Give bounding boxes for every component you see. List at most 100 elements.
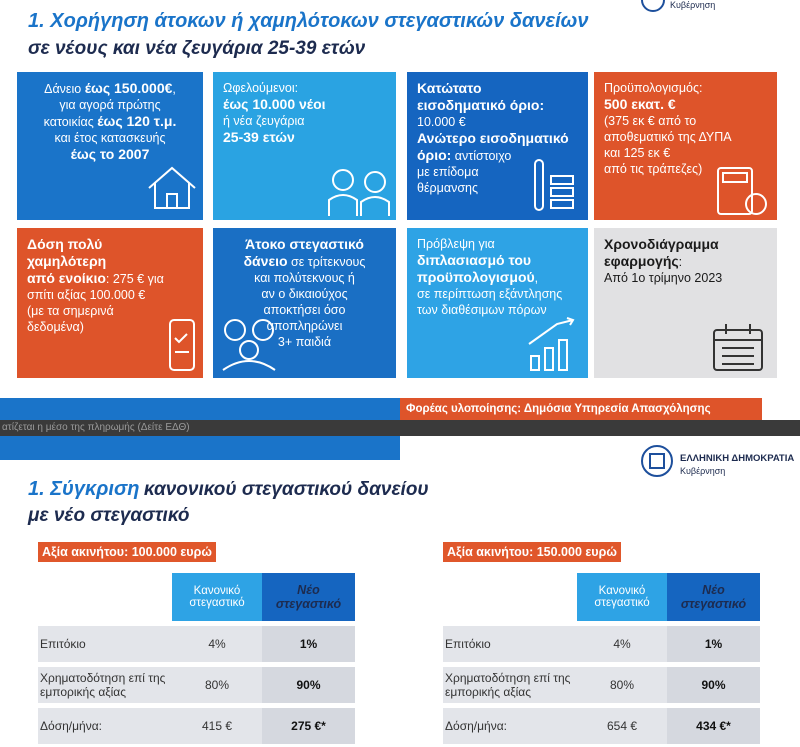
tile-line: 500 εκατ. € xyxy=(604,96,767,113)
info-tile: Προϋπολογισμός: 500 εκατ. € (375 εκ € από … xyxy=(594,72,777,220)
tile-line: Από 1ο τρίμηνο 2023 xyxy=(604,270,767,286)
tile-line: Άτοκο στεγαστικό xyxy=(223,236,386,253)
cell: 80% xyxy=(172,667,262,703)
text: , xyxy=(534,271,539,285)
bold-text: Κατώτατο xyxy=(417,80,482,96)
cell: 1% xyxy=(262,626,355,662)
empty-header xyxy=(443,573,577,621)
info-tile: Δάνειο έως 150.000€, για αγορά πρώτης κατο… xyxy=(17,72,203,220)
text: από τις τράπεζες) xyxy=(604,162,703,176)
tile-line: σε περίπτωση εξάντλησης xyxy=(417,286,578,302)
logo-emblem xyxy=(641,445,673,477)
cell: 1% xyxy=(667,626,760,662)
tile-line: ή νέα ζευγάρια xyxy=(223,113,386,129)
row-label: Δόση/μήνα: xyxy=(443,708,577,744)
row-label: Χρηματοδότηση επί της εμπορικής αξίας xyxy=(38,667,172,703)
tile-line: Κατώτατο xyxy=(417,80,578,97)
text: αποκτήσει όσο xyxy=(263,303,346,317)
tile-line: δάνειο σε τρίτεκνους xyxy=(223,253,386,270)
bold-text: Χρονοδιάγραμμα xyxy=(604,236,719,252)
text: αποθεματικό της ΔΥΠΑ xyxy=(604,130,732,144)
column-header: Κανονικό στεγαστικό xyxy=(577,573,667,621)
text: : xyxy=(678,255,683,269)
people-icon xyxy=(328,169,390,216)
table-row: Δόση/μήνα: 415 €275 €* xyxy=(38,708,355,744)
tile-line: Δάνειο έως 150.000€, xyxy=(27,80,193,97)
text: σε περίπτωση εξάντλησης xyxy=(417,287,563,301)
text: κατοικίας xyxy=(43,115,98,129)
tile-line: χαμηλότερη xyxy=(27,253,193,270)
tile-line: και έτος κατασκευής xyxy=(27,130,193,146)
slide-1-title: 1. Χορήγηση άτοκων ή χαμηλότοκων στεγαστ… xyxy=(28,10,589,32)
bold-text: Άτοκο στεγαστικό xyxy=(245,236,364,252)
text: σπίτι αξίας 100.000 € xyxy=(27,288,146,302)
bold-text: εισοδηματικό όριο: xyxy=(417,97,545,113)
text: και πολύτεκνους ή xyxy=(254,271,355,285)
header-row: Κανονικό στεγαστικό Νέο στεγαστικό xyxy=(38,573,355,621)
empty-header xyxy=(38,573,172,621)
thermometer-icon xyxy=(534,159,574,211)
cell: 275 €* xyxy=(262,708,355,744)
cell: 4% xyxy=(172,626,262,662)
text: Προϋπολογισμός: xyxy=(604,81,703,95)
bold-text: από ενοίκιο xyxy=(27,270,106,286)
table-caption: Αξία ακινήτου: 100.000 ευρώ xyxy=(38,542,216,562)
row-label: Επιτόκιο xyxy=(443,626,577,662)
tile-line: 25-39 ετών xyxy=(223,129,386,146)
tile-line: αποθεματικό της ΔΥΠΑ xyxy=(604,129,767,145)
family-icon xyxy=(222,319,276,371)
info-tile: Χρονοδιάγραμμα εφαρμογής: Από 1ο τρίμηνο 2… xyxy=(594,228,777,378)
tile-line: Ανώτερο εισοδηματικό xyxy=(417,130,578,147)
cell: 80% xyxy=(577,667,667,703)
text: σε τρίτεκνους xyxy=(287,255,366,269)
text: ή νέα ζευγάρια xyxy=(223,114,305,128)
text: Ωφελούμενοι: xyxy=(223,81,299,95)
cell: 434 €* xyxy=(667,708,760,744)
logo-emblem xyxy=(641,0,665,12)
header-row: Κανονικό στεγαστικό Νέο στεγαστικό xyxy=(443,573,760,621)
bold-text: έως 150.000€ xyxy=(84,80,173,96)
text: Δάνειο xyxy=(44,82,85,96)
info-tile: Ωφελούμενοι: έως 10.000 νέοι ή νέα ζευγάρι… xyxy=(213,72,396,220)
tile-line: αποκτήσει όσο xyxy=(223,302,386,318)
tile-line: δεδομένα) xyxy=(27,319,193,335)
text: 3+ παιδιά xyxy=(277,335,332,349)
bold-text: Ανώτερο εισοδηματικό xyxy=(417,130,569,146)
text: για αγορά πρώτης xyxy=(59,98,161,112)
tile-line: εφαρμογής: xyxy=(604,253,767,270)
text: με επίδομα xyxy=(417,165,479,179)
tile-line: και 125 εκ € xyxy=(604,145,767,161)
tile-line: κατοικίας έως 120 τ.μ. xyxy=(27,113,193,130)
text: : 275 € για xyxy=(105,272,164,286)
bold-text: Δόση πολύ xyxy=(27,236,103,252)
text: αποπληρώνει xyxy=(266,319,343,333)
bold-text: εφαρμογής xyxy=(604,253,679,269)
bold-text: 25-39 ετών xyxy=(223,129,295,145)
text: θέρμανσης xyxy=(417,181,479,195)
text: δεδομένα) xyxy=(27,320,84,334)
text: αντίστοιχο xyxy=(451,149,512,163)
calendar-icon xyxy=(713,324,763,371)
text: και 125 εκ € xyxy=(604,146,671,160)
bold-text: 500 εκατ. € xyxy=(604,96,676,112)
tile-line: Ωφελούμενοι: xyxy=(223,80,386,96)
footer-text: Φορέας υλοποίησης: Δημόσια Υπηρεσία Απασ… xyxy=(400,398,762,420)
row-label: Επιτόκιο xyxy=(38,626,172,662)
comparison-table: Κανονικό στεγαστικό Νέο στεγαστικό Επιτόκι… xyxy=(443,568,760,747)
tile-line: από ενοίκιο: 275 € για xyxy=(27,270,193,287)
info-tile: Πρόβλεψη για διπλασιασμό του προϋπολογισμο… xyxy=(407,228,588,378)
tile-line: διπλασιασμό του xyxy=(417,252,578,269)
slide-1-subtitle: σε νέους και νέα ζευγάρια 25-39 ετών xyxy=(28,38,366,59)
text: Από 1ο τρίμηνο 2023 xyxy=(604,271,723,285)
text: αν ο δικαιούχος xyxy=(261,287,348,301)
slide-2-top-bar xyxy=(0,436,400,460)
text: (375 εκ € από το xyxy=(604,114,697,128)
tile-line: και πολύτεκνους ή xyxy=(223,270,386,286)
row-label: Χρηματοδότηση επί της εμπορικής αξίας xyxy=(443,667,577,703)
text: των διαθέσιμων πόρων xyxy=(417,303,547,317)
tile-line: σπίτι αξίας 100.000 € xyxy=(27,287,193,303)
bold-text: δάνειο xyxy=(243,253,288,269)
info-tile: Δόση πολύ χαμηλότερη από ενοίκιο: 275 € γι… xyxy=(17,228,203,378)
tile-line: αποπληρώνει xyxy=(223,318,386,334)
